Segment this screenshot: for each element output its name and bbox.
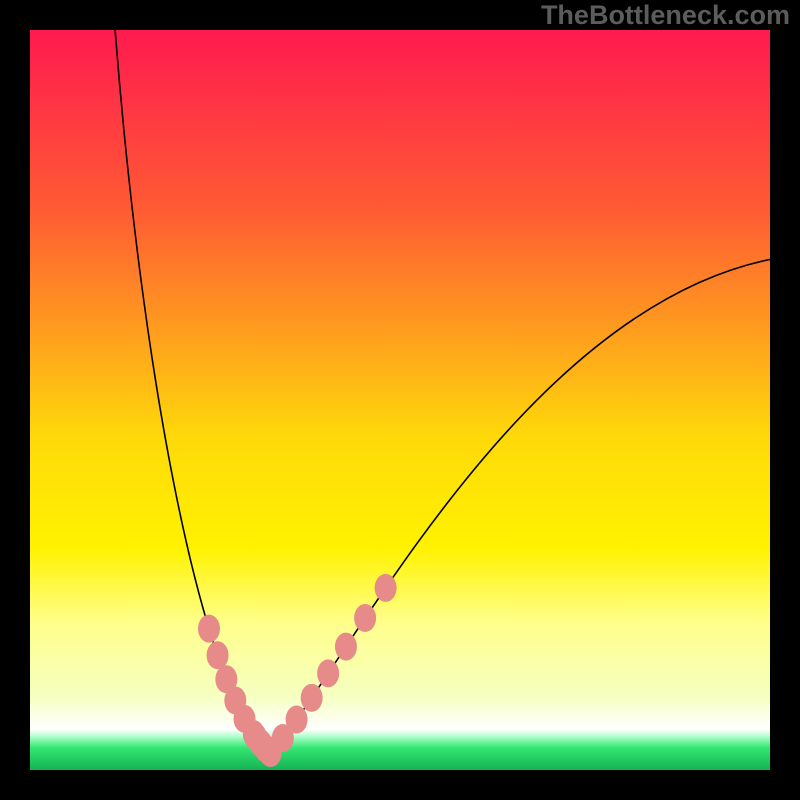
gradient-background [30,30,770,770]
watermark-text: TheBottleneck.com [541,0,790,31]
curve-marker [317,659,339,687]
chart-stage: TheBottleneck.com [0,0,800,800]
curve-marker [301,684,323,712]
curve-marker [286,706,308,734]
curve-marker [335,633,357,661]
curve-marker [375,574,397,602]
curve-marker [198,615,220,643]
plot-area [30,30,770,770]
curve-marker [354,604,376,632]
curve-marker [207,641,229,669]
